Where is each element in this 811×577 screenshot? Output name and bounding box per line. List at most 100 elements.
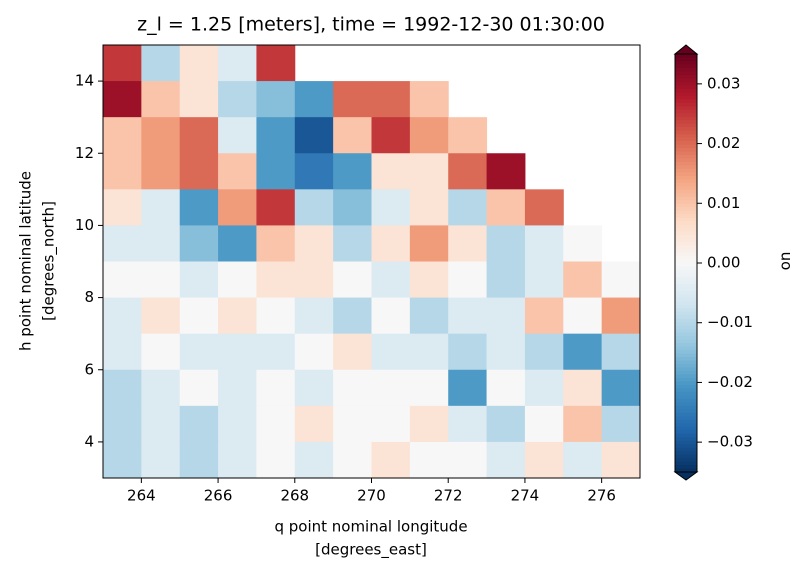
colorbar-swatch	[675, 134, 697, 139]
heatmap-cell	[218, 369, 257, 407]
colorbar-swatch	[675, 141, 697, 146]
heatmap-cell	[218, 225, 257, 262]
heatmap-cell	[409, 81, 449, 118]
heatmap-cell	[448, 261, 488, 299]
colorbar-swatch	[675, 151, 697, 156]
colorbar-swatch	[675, 78, 697, 83]
heatmap-cell	[141, 117, 181, 154]
heatmap-cell	[524, 297, 564, 335]
colorbar-swatch	[675, 325, 697, 330]
heatmap-cell	[486, 333, 526, 371]
heatmap-cell	[141, 45, 181, 82]
heatmap-cell	[486, 369, 526, 407]
colorbar-swatch	[675, 416, 697, 421]
heatmap-cell	[256, 189, 296, 226]
colorbar-swatch	[675, 332, 697, 337]
heatmap-cell	[256, 81, 296, 118]
heatmap-cell	[448, 297, 488, 335]
colorbar-swatch	[675, 238, 697, 243]
heatmap-cell	[486, 405, 526, 443]
heatmap-cell	[103, 405, 142, 443]
x-tick-label: 270	[357, 487, 386, 505]
colorbar-swatch	[675, 259, 697, 264]
colorbar-swatch	[675, 388, 697, 393]
heatmap-cell	[294, 261, 334, 299]
x-tick-label: 274	[511, 487, 540, 505]
colorbar-swatch	[675, 409, 697, 414]
heatmap-cell	[256, 405, 296, 443]
heatmap-cell	[256, 117, 296, 154]
colorbar-tick-label: 0.02	[707, 134, 740, 152]
x-tick-label: 268	[280, 487, 309, 505]
heatmap-cell	[179, 81, 219, 118]
heatmap-cell	[103, 45, 142, 82]
colorbar-swatch	[675, 60, 697, 65]
colorbar-swatch	[675, 245, 697, 250]
heatmap-cell	[448, 117, 488, 154]
x-tick-label: 272	[434, 487, 463, 505]
heatmap-cell	[179, 333, 219, 371]
heatmap-cell	[103, 153, 142, 190]
colorbar-swatch	[675, 179, 697, 184]
colorbar-swatch	[675, 346, 697, 351]
colorbar-swatch	[675, 384, 697, 389]
heatmap-cell	[179, 189, 219, 226]
heatmap-cell	[524, 189, 564, 226]
colorbar-swatch	[675, 290, 697, 295]
heatmap-cell	[371, 225, 411, 262]
heatmap-cell	[563, 405, 603, 443]
colorbar-swatch	[675, 419, 697, 424]
heatmap-cell	[256, 45, 296, 82]
colorbar-swatch	[675, 221, 697, 226]
heatmap-cell	[179, 297, 219, 335]
heatmap-cell	[141, 297, 181, 335]
heatmap-cell	[141, 261, 181, 299]
heatmap-cell	[333, 405, 372, 443]
heatmap-cell	[179, 153, 219, 190]
colorbar-swatch	[675, 336, 697, 341]
colorbar-swatch	[675, 412, 697, 417]
colorbar-swatch	[675, 109, 697, 114]
heatmap-cell	[486, 153, 526, 190]
heatmap-cell	[333, 333, 372, 371]
colorbar-swatch	[675, 266, 697, 271]
colorbar-swatch	[675, 106, 697, 111]
heatmap-cell	[601, 441, 641, 479]
colorbar-swatch	[675, 189, 697, 194]
heatmap-cell	[448, 189, 488, 226]
heatmap-cell	[448, 333, 488, 371]
colorbar-swatch	[675, 148, 697, 153]
colorbar-swatch	[675, 182, 697, 187]
colorbar-swatch	[675, 350, 697, 355]
heatmap-cell	[409, 405, 449, 443]
colorbar-swatch	[675, 175, 697, 180]
heatmap-cell	[524, 369, 564, 407]
colorbar-swatch	[675, 451, 697, 456]
heatmap-cell	[141, 333, 181, 371]
colorbar-swatch	[675, 360, 697, 365]
colorbar-swatch	[675, 214, 697, 219]
heatmap-cell	[563, 369, 603, 407]
heatmap-cell	[294, 189, 334, 226]
heatmap-cell	[448, 225, 488, 262]
colorbar-swatch	[675, 200, 697, 205]
heatmap-cell	[141, 189, 181, 226]
heatmap-cell	[333, 225, 372, 262]
heatmap-cell	[333, 81, 372, 118]
x-tick-label: 276	[587, 487, 616, 505]
colorbar-swatch	[675, 113, 697, 118]
colorbar-swatch	[675, 294, 697, 299]
heatmap-cell	[294, 153, 334, 190]
heatmap-cell	[256, 297, 296, 335]
heatmap-cell	[256, 333, 296, 371]
heatmap-cell	[218, 81, 257, 118]
colorbar-swatch	[675, 280, 697, 285]
heatmap-cell	[409, 117, 449, 154]
heatmap-cell	[179, 45, 219, 82]
colorbar-swatch	[675, 440, 697, 445]
heatmap-cell	[371, 297, 411, 335]
heatmap-cell	[563, 441, 603, 479]
colorbar-swatch	[675, 165, 697, 170]
heatmap-cell	[294, 117, 334, 154]
x-axis-label: q point nominal longitude	[274, 518, 467, 536]
